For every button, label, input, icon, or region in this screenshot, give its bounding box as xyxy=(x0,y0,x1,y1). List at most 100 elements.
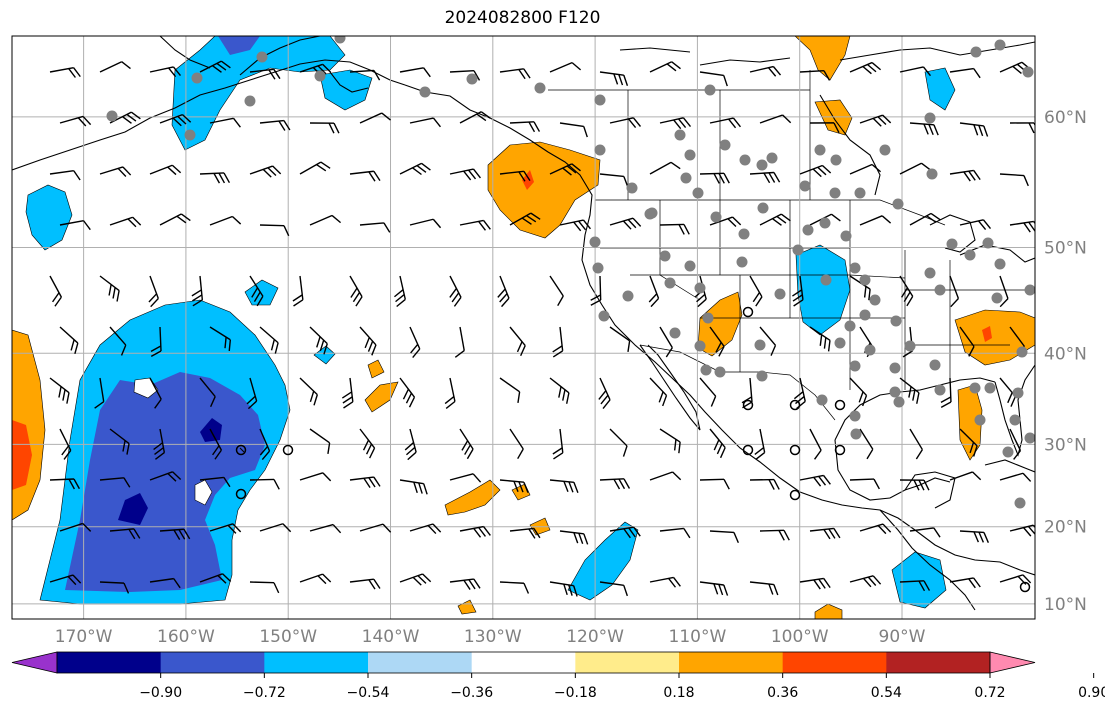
colorbar-outline xyxy=(56,651,991,674)
coastline xyxy=(404,84,1035,576)
map-frame xyxy=(11,35,1036,620)
wind-barb xyxy=(749,478,780,490)
wind-barb xyxy=(349,170,381,182)
station-marker-filled xyxy=(854,187,866,199)
station-marker-filled xyxy=(1012,387,1024,399)
wind-barb xyxy=(454,326,465,358)
wind-barb xyxy=(599,173,629,188)
negative-anomaly-region xyxy=(319,69,373,111)
station-marker-filled xyxy=(694,282,706,294)
wind-barb xyxy=(609,326,631,352)
station-marker-open xyxy=(235,488,247,500)
wind-barb xyxy=(709,326,725,357)
wind-barb xyxy=(549,479,579,493)
coastline xyxy=(12,59,406,171)
lon-tick-label: 90°W xyxy=(879,627,926,647)
station-marker-filled xyxy=(674,129,686,141)
wind-barb xyxy=(659,326,673,358)
wind-barb xyxy=(209,428,223,460)
wind-barb xyxy=(499,68,531,80)
station-marker-filled xyxy=(692,187,704,199)
station-marker-filled xyxy=(849,262,861,274)
wind-barb xyxy=(153,428,166,460)
wind-barb xyxy=(94,377,105,409)
station-marker-filled xyxy=(982,237,994,249)
negative-anomaly-region xyxy=(924,67,956,111)
wind-barb xyxy=(49,66,81,78)
wind-barb xyxy=(109,326,127,356)
map-title: 2024082800 F120 xyxy=(444,8,601,28)
wind-barb xyxy=(148,275,159,308)
colorbar-tick-label: 0.54 xyxy=(871,685,902,701)
wind-barb xyxy=(590,275,602,306)
wind-barb xyxy=(259,523,292,533)
wind-barb xyxy=(659,223,690,235)
station-marker-filled xyxy=(704,84,716,96)
wind-barb xyxy=(949,169,981,182)
colorbar-extend-min xyxy=(11,651,58,674)
wind-barb xyxy=(799,577,831,590)
positive-anomaly-region xyxy=(814,603,843,619)
station-marker-filled xyxy=(419,86,431,98)
negative-anomaly-region xyxy=(891,551,947,609)
wind-barb xyxy=(59,220,91,231)
wind-barb xyxy=(59,522,92,532)
lat-tick-label: 50°N xyxy=(1044,239,1087,259)
wind-barb xyxy=(699,478,730,490)
wind-barb xyxy=(299,161,331,175)
colorbar-tick-label: 0.18 xyxy=(663,685,694,701)
station-marker-filled xyxy=(889,386,901,398)
coastline xyxy=(984,459,1035,473)
wind-barb xyxy=(749,275,763,307)
wind-barb xyxy=(549,377,570,404)
coastline xyxy=(619,47,691,53)
lat-tick-label: 40°N xyxy=(1044,344,1087,364)
wind-barb xyxy=(999,275,1009,308)
station-marker-filled xyxy=(934,284,946,296)
station-marker-filled xyxy=(106,110,118,122)
station-marker-filled xyxy=(694,340,706,352)
wind-barb xyxy=(159,113,192,127)
lon-tick-label: 140°W xyxy=(362,627,420,647)
coastlines xyxy=(12,36,1035,611)
wind-barb xyxy=(449,578,481,590)
wind-barb xyxy=(499,170,531,182)
colorbar-segment xyxy=(782,652,887,673)
station-marker-filled xyxy=(849,360,861,372)
station-marker-filled xyxy=(830,154,842,166)
wind-barb xyxy=(299,472,332,482)
wind-barb xyxy=(709,428,726,459)
wind-barb xyxy=(149,66,182,78)
wind-barb xyxy=(359,222,391,233)
latitude-labels: 10°N 20°N 30°N 40°N 50°N 60°N xyxy=(1044,108,1087,615)
wind-barb xyxy=(849,275,871,301)
station-marker-filled xyxy=(859,274,871,286)
colorbar-segment xyxy=(575,652,680,673)
wind-barb xyxy=(259,428,271,461)
colorbar-segment xyxy=(264,652,369,673)
wind-barb xyxy=(159,213,191,226)
wind-barb xyxy=(949,577,981,589)
wind-barb xyxy=(349,476,381,488)
wind-barb xyxy=(409,218,442,229)
wind-barb xyxy=(49,170,81,181)
station-marker-open xyxy=(834,399,846,411)
wind-barb xyxy=(709,117,741,129)
station-marker-open xyxy=(789,444,801,456)
wind-barb xyxy=(648,275,660,308)
station-marker-filled xyxy=(964,249,976,261)
station-marker-filled xyxy=(774,288,786,300)
station-marker-filled xyxy=(946,238,958,250)
strong-positive-region xyxy=(12,420,32,490)
wind-barb xyxy=(309,428,331,455)
wind-barb xyxy=(99,581,130,594)
station-marker-filled xyxy=(840,230,852,242)
station-marker-filled xyxy=(594,144,606,156)
station-marker-filled xyxy=(1014,497,1026,509)
wind-barb xyxy=(209,523,242,534)
station-marker-filled xyxy=(929,359,941,371)
station-marker-open xyxy=(282,444,294,456)
station-marker-filled xyxy=(994,258,1006,270)
wind-barb xyxy=(609,217,642,230)
wind-barb xyxy=(99,166,132,178)
